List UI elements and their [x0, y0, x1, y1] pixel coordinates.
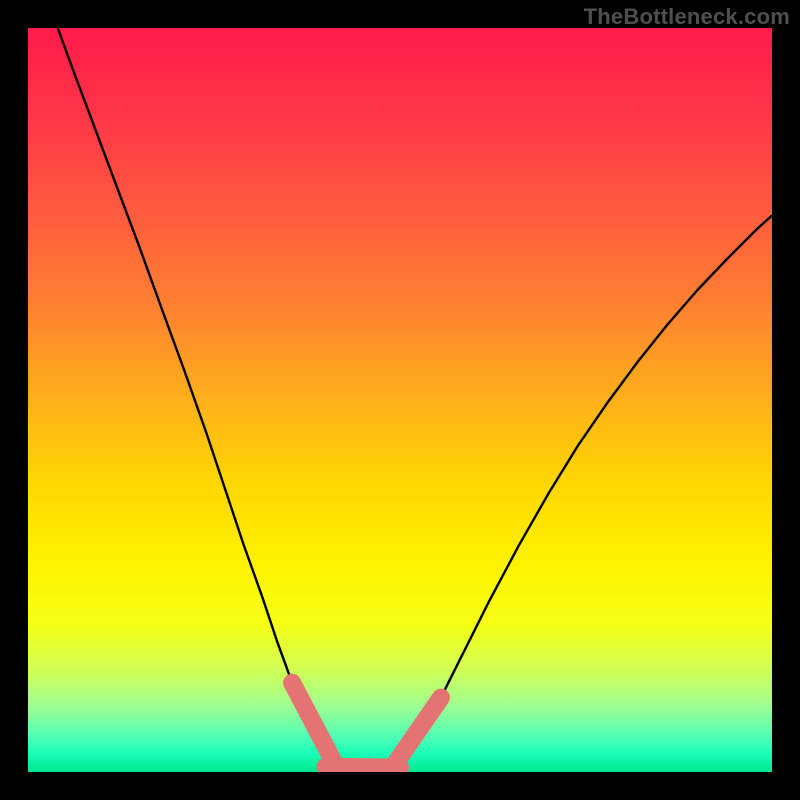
watermark-text: TheBottleneck.com — [584, 4, 790, 30]
chart-background — [28, 28, 772, 772]
canvas-root: TheBottleneck.com — [0, 0, 800, 800]
plot-area — [28, 28, 772, 772]
chart-svg — [28, 28, 772, 772]
